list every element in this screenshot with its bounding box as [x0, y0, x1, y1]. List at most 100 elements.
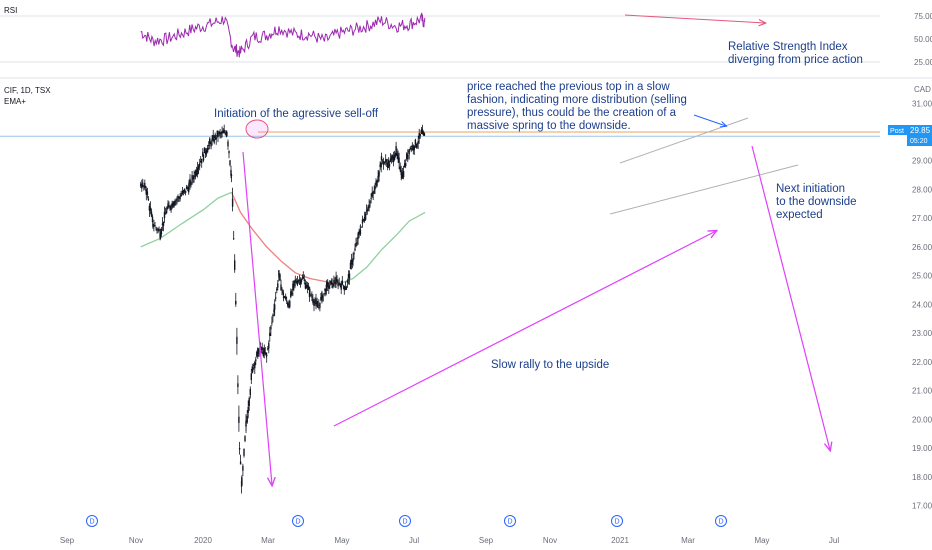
price-tick: 26.00	[912, 243, 932, 252]
candle-body	[146, 191, 149, 195]
candle-body	[396, 152, 398, 156]
symbol-label[interactable]: CIF, 1D, TSX	[4, 86, 51, 95]
candle-body	[184, 190, 187, 193]
selloff-arrow	[242, 151, 272, 485]
candle-body	[304, 283, 307, 289]
candle-body	[234, 260, 236, 270]
last-price-badge: 29.85	[910, 126, 931, 135]
candle-body	[201, 158, 203, 164]
candle-body	[345, 287, 348, 290]
dividend-badge[interactable]	[611, 515, 623, 527]
currency-label: CAD	[914, 85, 931, 94]
candle-body	[323, 293, 325, 294]
candle-body	[151, 216, 154, 222]
candle-body	[152, 223, 154, 227]
candle-body	[331, 279, 333, 284]
candle-body	[169, 206, 171, 210]
annotation-distribution-line-1: price reached the previous top in a slow	[467, 81, 670, 93]
dividend-badge[interactable]	[292, 515, 304, 527]
candle-body	[286, 300, 288, 302]
candle-body	[374, 186, 376, 190]
candle-body	[149, 207, 152, 212]
candle-body	[316, 302, 318, 306]
candle-body	[399, 166, 401, 171]
time-tick: Jul	[409, 536, 419, 545]
candle-body	[419, 133, 421, 137]
candle-body	[280, 284, 282, 291]
candle-body	[405, 162, 407, 166]
dividend-badge[interactable]	[86, 515, 98, 527]
candle-body	[256, 351, 258, 357]
candle-body	[281, 288, 283, 290]
candle-body	[140, 183, 142, 187]
time-tick: Sep	[479, 536, 494, 545]
candle-body	[223, 129, 225, 133]
candle-body	[344, 286, 347, 290]
candle-body	[333, 279, 335, 283]
candle-body	[313, 300, 315, 306]
candle-body	[346, 280, 349, 283]
dividend-badge[interactable]	[715, 515, 727, 527]
candle-body	[216, 130, 218, 136]
time-tick: May	[334, 536, 349, 545]
price-axis[interactable]: 75.00 50.00 25.00 CAD 31.0030.0029.0028.…	[888, 12, 932, 511]
candle-body	[412, 146, 414, 151]
candle-body	[383, 161, 386, 163]
candle-body	[371, 192, 373, 197]
candle-body	[268, 342, 270, 349]
candle-body	[144, 182, 146, 188]
candle-body	[220, 133, 222, 134]
candle-body	[381, 161, 384, 162]
candle-body	[340, 284, 342, 290]
candle-body	[224, 132, 226, 134]
ema-indicator-label[interactable]: EMA+	[4, 97, 27, 106]
candle-body	[312, 298, 314, 303]
candle-body	[247, 407, 249, 413]
time-tick: Mar	[261, 536, 275, 545]
candle-body	[350, 259, 353, 265]
candle-body	[310, 294, 312, 296]
candle-body	[267, 348, 269, 350]
candle-body	[361, 219, 364, 224]
candle-body	[217, 134, 219, 137]
candle-body	[305, 285, 308, 289]
dividend-badge[interactable]	[504, 515, 516, 527]
candle-body	[239, 461, 242, 465]
dividend-badge[interactable]	[399, 515, 411, 527]
candle-body	[208, 145, 210, 146]
candle-body	[197, 165, 200, 169]
candle-body	[363, 217, 366, 221]
candle-body	[353, 252, 355, 255]
candle-body	[178, 197, 180, 199]
candle-body	[421, 129, 424, 135]
candle-body	[390, 156, 393, 160]
candle-body	[273, 309, 275, 313]
candle-body	[373, 191, 375, 193]
last-price-badge-bg	[907, 125, 932, 146]
candle-body	[157, 229, 159, 230]
annotation-distribution-line-3: pressure), thus could be the creation of…	[467, 107, 677, 119]
candle-body	[183, 188, 186, 192]
candle-body	[292, 283, 294, 290]
candle-body	[177, 196, 179, 199]
candle-body	[180, 195, 183, 196]
countdown-badge: 05:20	[910, 138, 928, 145]
candle-body	[262, 351, 264, 356]
candle-body	[288, 304, 290, 308]
candle-body	[317, 307, 319, 308]
candle-body	[297, 280, 300, 282]
ema-line-down	[231, 192, 339, 285]
time-tick: Jul	[829, 536, 839, 545]
candle-body	[159, 232, 162, 239]
candle-body	[142, 182, 144, 186]
candle-body	[398, 157, 400, 163]
channel-lower	[609, 164, 799, 215]
candle-body	[354, 248, 356, 251]
candle-body	[380, 156, 383, 161]
candle-body	[295, 281, 298, 283]
time-axis[interactable]: Sep Nov 2020 Mar May Jul Sep Nov 2021 Mar May Jul	[60, 536, 839, 545]
candle-body	[328, 285, 330, 289]
candle-body	[293, 281, 295, 287]
candle-body	[364, 213, 367, 220]
